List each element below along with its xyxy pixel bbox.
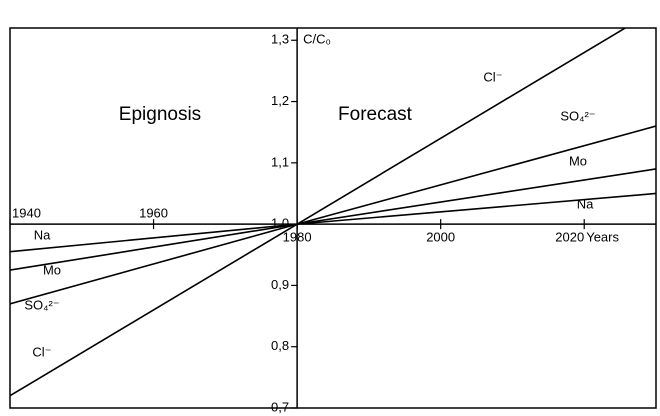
y-tick-label: 1,2 [271, 93, 289, 108]
series-label: Na [577, 196, 594, 211]
series-label: Na [34, 227, 51, 242]
x-tick-label: 1940 [12, 206, 41, 221]
x-axis-label: Years [586, 230, 619, 245]
series-label: Cl⁻ [483, 69, 502, 84]
x-tick-label: 1980 [283, 230, 312, 245]
x-tick-label: 2020 [555, 230, 584, 245]
x-tick-label: 1960 [139, 206, 168, 221]
plot-frame [9, 27, 657, 409]
series-label: Mo [569, 153, 587, 168]
annotation: Forecast [338, 104, 413, 125]
series-line [10, 192, 656, 253]
y-tick-label: 0,8 [271, 338, 289, 353]
y-tick-label: 1,3 [271, 32, 289, 47]
y-tick-label: 0,9 [271, 277, 289, 292]
y-tick-label: 0,7 [271, 399, 289, 414]
x-tick-label: 2000 [426, 230, 455, 245]
annotation: Epignosis [119, 104, 201, 125]
series-line [10, 125, 656, 305]
series-label: Cl⁻ [32, 344, 51, 359]
series-line [10, 28, 627, 397]
series-label: SO₄²⁻ [560, 108, 595, 123]
series-line [10, 168, 656, 271]
series-label: SO₄²⁻ [24, 297, 59, 312]
y-tick-label: 1,1 [271, 154, 289, 169]
y-axis-label: C/C₀ [303, 31, 331, 46]
series-label: Mo [43, 262, 61, 277]
